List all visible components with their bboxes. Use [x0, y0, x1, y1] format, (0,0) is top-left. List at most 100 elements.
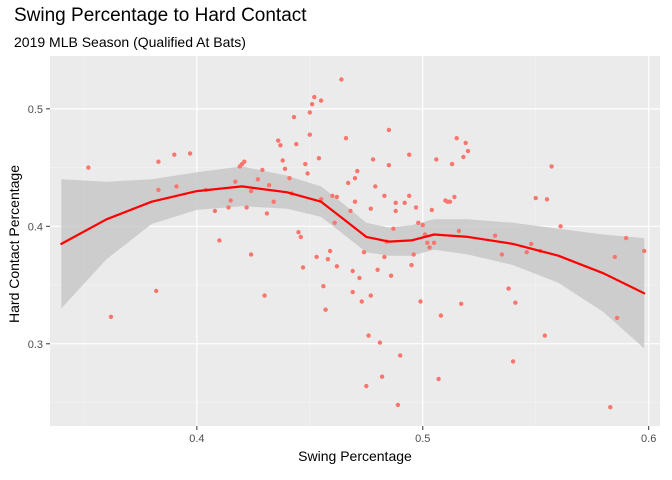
data-point [327, 248, 333, 254]
data-point [294, 141, 299, 147]
data-point [314, 254, 319, 260]
x-axis-label: Swing Percentage [298, 448, 412, 464]
confidence-band [61, 166, 645, 349]
data-point [416, 220, 421, 225]
data-point [382, 254, 387, 260]
chart-title: Swing Percentage to Hard Contact [14, 5, 307, 26]
data-point [296, 230, 301, 235]
data-point [260, 167, 265, 173]
data-point [409, 262, 414, 268]
data-point [614, 315, 620, 321]
data-point [459, 301, 464, 306]
y-axis-ticks: 0.3 0.4 0.5 [28, 104, 50, 351]
data-point [318, 98, 324, 103]
data-point [558, 224, 563, 229]
x-tick-label: 0.5 [415, 433, 430, 445]
data-point [375, 267, 380, 272]
data-points [86, 77, 647, 410]
smooth-trend-line [60, 185, 646, 295]
data-point [454, 136, 459, 141]
data-point [321, 284, 326, 289]
data-point [368, 206, 373, 211]
data-point [312, 94, 317, 100]
x-axis-ticks: 0.4 0.5 0.6 [189, 426, 656, 445]
data-point [334, 264, 340, 269]
data-point [393, 208, 398, 214]
data-point [350, 289, 355, 295]
data-point [391, 226, 396, 231]
data-point [438, 313, 444, 318]
data-point [549, 164, 554, 169]
data-point [533, 195, 538, 201]
chart-subtitle: 2019 MLB Season (Qualified At Bats) [14, 34, 246, 50]
data-point [212, 208, 218, 214]
data-point [463, 140, 468, 146]
data-point [393, 200, 398, 205]
data-point [456, 228, 462, 234]
data-point [370, 157, 376, 162]
data-point [447, 199, 453, 204]
data-point [411, 252, 416, 257]
data-point [278, 143, 283, 148]
data-point [388, 273, 394, 278]
data-point [300, 265, 306, 270]
data-point [291, 114, 297, 120]
data-point [434, 157, 439, 162]
data-point [352, 176, 358, 181]
data-point [513, 300, 518, 305]
data-point [332, 220, 337, 225]
data-point [510, 359, 516, 364]
data-point [373, 184, 378, 189]
data-point [242, 159, 247, 164]
data-point [330, 193, 335, 198]
data-point [255, 177, 261, 182]
data-point [156, 187, 161, 193]
data-point [355, 168, 360, 174]
data-point [420, 222, 425, 228]
data-point [623, 235, 629, 241]
data-point [187, 151, 193, 156]
data-point [244, 205, 249, 210]
data-point [402, 200, 407, 205]
data-point [172, 152, 177, 157]
data-point [282, 166, 288, 171]
data-point [612, 254, 617, 260]
data-point [86, 165, 91, 170]
data-point [361, 250, 367, 255]
data-point [357, 275, 362, 281]
data-point [350, 268, 355, 274]
x-tick-label: 0.4 [189, 433, 204, 445]
data-point [436, 376, 441, 382]
data-point [377, 340, 383, 345]
data-point [492, 233, 498, 238]
data-point [524, 250, 529, 255]
data-point [217, 238, 222, 243]
data-point [316, 156, 322, 161]
data-point [346, 180, 351, 186]
data-point [280, 158, 285, 163]
data-point [395, 402, 401, 408]
data-point [307, 110, 312, 115]
data-point [307, 132, 312, 137]
data-point [407, 193, 412, 198]
data-point [359, 299, 364, 304]
data-point [233, 179, 238, 184]
data-point [429, 207, 434, 213]
data-point [323, 307, 328, 312]
data-point [266, 183, 272, 188]
data-point [382, 193, 387, 198]
data-point [542, 333, 547, 338]
data-point [608, 405, 613, 410]
data-point [379, 374, 385, 379]
data-point [352, 199, 358, 204]
data-point [262, 293, 267, 298]
data-point [425, 240, 430, 245]
data-point [276, 138, 281, 143]
data-point [544, 197, 550, 202]
data-point [228, 198, 233, 203]
data-point [156, 159, 161, 164]
data-point [386, 127, 392, 133]
data-point [407, 152, 412, 157]
data-point [309, 102, 315, 107]
